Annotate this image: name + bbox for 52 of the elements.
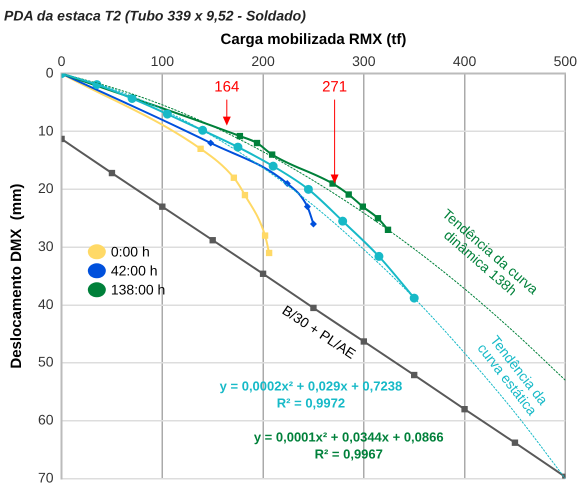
annotation: y = 0,0001x² + 0,0344x + 0,0866 R² = 0,9967 [254, 429, 444, 462]
x-tick-label: 200 [251, 53, 275, 70]
legend-label: 0:00 h [110, 244, 150, 260]
y-axis-title: Deslocamento DMX (mm) [8, 184, 26, 369]
x-tick-label: 400 [452, 53, 476, 70]
y-tick-label: 50 [38, 354, 54, 370]
point [374, 215, 382, 222]
point [266, 250, 272, 256]
legend-label: 42:00 h [110, 262, 158, 279]
point [108, 170, 116, 176]
point [346, 191, 352, 198]
annotation: y = 0,0002x² + 0,029x + 0,7238 R² = 0,9972 [220, 378, 402, 411]
annotation: 164 [214, 78, 240, 96]
x-tick-label: 0 [58, 53, 66, 70]
x-tick-label: 500 [554, 53, 578, 70]
point [210, 237, 216, 244]
point [304, 203, 311, 210]
point [260, 270, 266, 277]
point [233, 142, 242, 152]
point [461, 406, 468, 412]
point [512, 440, 518, 446]
y-tick-label: 20 [38, 180, 54, 196]
legend-label: 138:00 h [110, 282, 166, 298]
point [159, 203, 166, 210]
annotation: 271 [322, 78, 348, 96]
point [411, 372, 418, 378]
y-tick-label: 0 [46, 64, 54, 80]
x-tick-label: 300 [352, 53, 376, 70]
point [360, 338, 368, 345]
point [374, 252, 384, 261]
y-tick-label: 30 [38, 238, 54, 254]
point [268, 151, 276, 158]
point [207, 140, 214, 147]
point [236, 132, 244, 140]
point [242, 192, 248, 198]
x-tick-label: 100 [150, 53, 174, 70]
point [338, 216, 348, 226]
point [197, 146, 204, 152]
y-tick-label: 70 [38, 469, 54, 486]
x-axis-title: Carga mobilizada RMX (tf) [220, 30, 406, 48]
point [360, 203, 366, 210]
point [310, 220, 317, 228]
y-tick-label: 40 [38, 296, 54, 312]
point [304, 184, 313, 194]
point [230, 174, 238, 181]
y-tick-label: 60 [38, 412, 54, 428]
point [262, 232, 268, 239]
point [268, 162, 278, 171]
point [310, 304, 317, 312]
point [162, 110, 172, 119]
chart-title: PDA da estaca T2 (Tubo 339 x 9,52 - Soldado) [4, 7, 306, 24]
y-tick-label: 10 [38, 122, 54, 138]
